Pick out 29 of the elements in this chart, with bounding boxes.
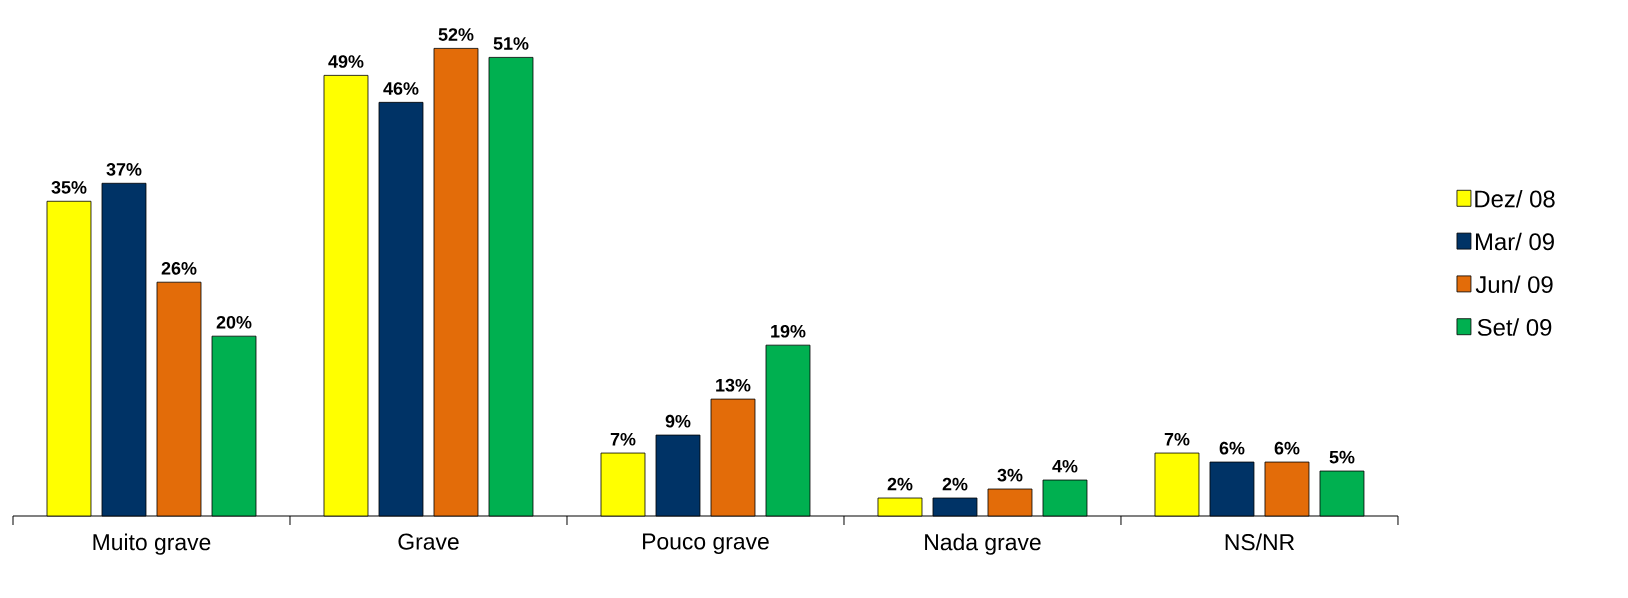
data-label: 19% — [771, 324, 806, 338]
x-tick-label: Muito grave — [93, 533, 211, 555]
data-label: 46% — [383, 82, 419, 95]
legend-label: Dez/ 08 — [1475, 189, 1555, 208]
data-label: 20% — [216, 315, 252, 329]
data-label: 52% — [438, 28, 474, 41]
data-label: 2% — [942, 477, 968, 491]
x-tick-label: Nada grave — [925, 533, 1041, 555]
data-label: 35% — [51, 181, 87, 194]
data-label: 51% — [493, 37, 529, 50]
legend-label: Mar/ 09 — [1475, 232, 1554, 251]
x-tick-label: Grave — [398, 533, 459, 550]
data-label: 26% — [161, 261, 197, 275]
data-label: 49% — [328, 55, 364, 68]
data-label: 7% — [1164, 432, 1190, 446]
data-label: 5% — [1329, 450, 1355, 464]
legend-label: Jun/ 09 — [1475, 275, 1553, 294]
legend-label: Set/ 09 — [1477, 318, 1552, 336]
data-label: 6% — [1219, 441, 1245, 455]
data-label: 37% — [106, 163, 142, 176]
data-label: 6% — [1274, 441, 1300, 455]
data-label: 3% — [997, 468, 1023, 482]
x-tick-label: Pouco grave — [643, 533, 769, 555]
data-label: 7% — [610, 432, 636, 446]
data-label: 13% — [716, 378, 751, 392]
x-tick-label: NS/NR — [1225, 533, 1295, 551]
data-label: 4% — [1052, 459, 1078, 473]
data-label: 2% — [887, 477, 913, 491]
data-label: 9% — [665, 414, 691, 428]
